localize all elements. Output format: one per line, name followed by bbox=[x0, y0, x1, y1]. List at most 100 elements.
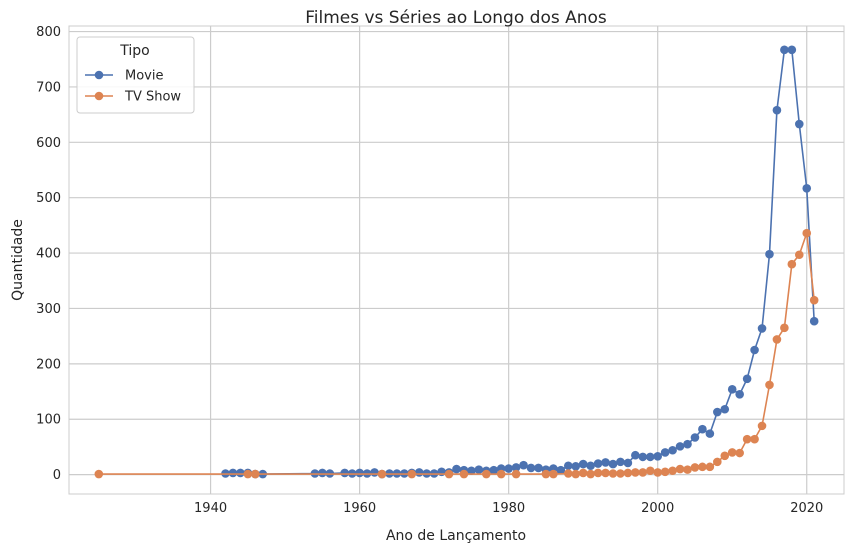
data-point bbox=[593, 459, 603, 468]
x-axis-label: Ano de Lançamento bbox=[386, 528, 526, 544]
data-point bbox=[668, 445, 677, 455]
data-point bbox=[638, 452, 648, 462]
data-point bbox=[318, 468, 327, 478]
x-tick-labels: 1940 1960 1980 2000 2020 bbox=[194, 501, 823, 516]
data-point bbox=[653, 452, 663, 461]
legend-marker bbox=[94, 91, 104, 101]
data-point bbox=[496, 469, 506, 479]
data-point bbox=[698, 462, 707, 472]
data-point bbox=[578, 459, 588, 469]
y-tick-label: 300 bbox=[36, 302, 61, 317]
x-tick-label: 1980 bbox=[492, 501, 525, 516]
data-point bbox=[720, 404, 730, 414]
data-point bbox=[467, 466, 476, 476]
data-point bbox=[474, 465, 484, 474]
data-point bbox=[675, 464, 685, 474]
data-point bbox=[623, 468, 633, 478]
data-point bbox=[757, 324, 767, 333]
data-point bbox=[452, 464, 461, 474]
y-tick-label: 200 bbox=[36, 357, 61, 372]
data-point bbox=[713, 407, 722, 417]
data-point bbox=[780, 323, 789, 333]
data-point bbox=[631, 450, 640, 460]
data-point bbox=[616, 469, 625, 478]
data-point bbox=[809, 295, 819, 305]
legend-title: Tipo bbox=[119, 43, 149, 59]
data-point bbox=[675, 442, 685, 451]
data-point bbox=[482, 469, 491, 479]
legend-label: TV Show bbox=[124, 90, 181, 105]
y-tick-label: 100 bbox=[36, 413, 61, 428]
data-point bbox=[250, 469, 260, 479]
x-tick-label: 1960 bbox=[343, 501, 376, 516]
legend-entry: TV Show bbox=[85, 90, 181, 105]
data-point bbox=[727, 385, 737, 394]
data-point bbox=[608, 469, 618, 478]
y-tick-label: 600 bbox=[36, 136, 61, 151]
data-point bbox=[243, 469, 253, 479]
data-point bbox=[772, 335, 782, 344]
data-point bbox=[94, 469, 104, 479]
data-point bbox=[377, 469, 387, 479]
x-tick-label: 2020 bbox=[790, 501, 823, 516]
data-point bbox=[236, 468, 245, 478]
data-point bbox=[645, 466, 655, 476]
data-point bbox=[489, 465, 499, 475]
data-point bbox=[683, 465, 692, 474]
data-point bbox=[705, 429, 715, 438]
data-point bbox=[750, 345, 759, 355]
data-point bbox=[735, 390, 744, 399]
legend-label: Movie bbox=[125, 69, 163, 84]
data-point bbox=[601, 468, 610, 478]
y-axis-label: Quantidade bbox=[10, 219, 26, 301]
chart-title: Filmes vs Séries ao Longo dos Anos bbox=[305, 8, 607, 28]
data-point bbox=[511, 469, 521, 479]
legend-entry: Movie bbox=[85, 69, 163, 84]
plot-area bbox=[68, 25, 845, 495]
data-point bbox=[720, 451, 730, 461]
data-point bbox=[340, 468, 350, 478]
data-point bbox=[563, 461, 573, 471]
data-point bbox=[526, 463, 536, 473]
y-tick-label: 700 bbox=[36, 80, 61, 95]
data-point bbox=[228, 468, 238, 478]
data-point bbox=[713, 457, 722, 467]
series-line bbox=[98, 232, 815, 475]
series-tv-show bbox=[94, 228, 819, 479]
data-point bbox=[414, 468, 424, 477]
data-point bbox=[772, 105, 782, 115]
data-point bbox=[563, 469, 573, 478]
y-tick-label: 500 bbox=[36, 191, 61, 206]
data-point bbox=[787, 45, 797, 55]
data-point bbox=[802, 183, 812, 193]
data-point bbox=[794, 119, 804, 129]
data-point bbox=[593, 468, 603, 478]
x-tick-label: 2000 bbox=[641, 501, 674, 516]
data-point bbox=[638, 468, 648, 477]
data-point bbox=[407, 469, 417, 479]
data-point bbox=[765, 249, 774, 259]
legend-box bbox=[76, 36, 195, 114]
series-layer bbox=[94, 45, 819, 479]
legend-marker bbox=[94, 70, 104, 80]
data-point bbox=[519, 460, 528, 470]
data-point bbox=[571, 469, 581, 479]
data-point bbox=[653, 468, 663, 477]
plot-frame bbox=[68, 25, 845, 495]
data-point bbox=[601, 458, 610, 467]
data-point bbox=[556, 465, 566, 475]
data-point bbox=[623, 458, 633, 468]
y-tick-label: 400 bbox=[36, 247, 61, 262]
y-tick-label: 0 bbox=[53, 468, 61, 483]
data-point bbox=[586, 461, 595, 471]
y-tick-labels: 0 100 200 300 400 500 600 700 800 bbox=[36, 25, 61, 483]
data-point bbox=[727, 448, 737, 457]
data-point bbox=[757, 421, 767, 431]
data-point bbox=[571, 462, 581, 471]
data-point bbox=[578, 468, 588, 478]
data-point bbox=[444, 469, 454, 479]
data-point bbox=[459, 469, 469, 479]
y-tick-label: 800 bbox=[36, 25, 61, 40]
data-point bbox=[787, 259, 797, 269]
data-point bbox=[698, 424, 707, 434]
